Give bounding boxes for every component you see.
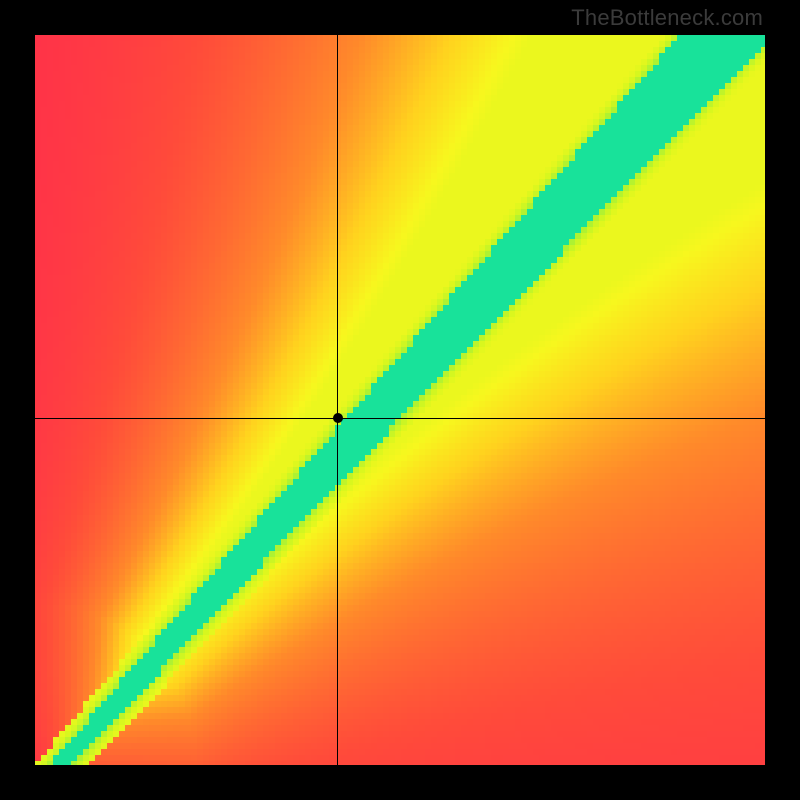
watermark-text: TheBottleneck.com: [571, 5, 763, 31]
crosshair-horizontal: [35, 418, 765, 419]
bottleneck-heatmap: [35, 35, 765, 765]
crosshair-vertical: [337, 35, 338, 765]
